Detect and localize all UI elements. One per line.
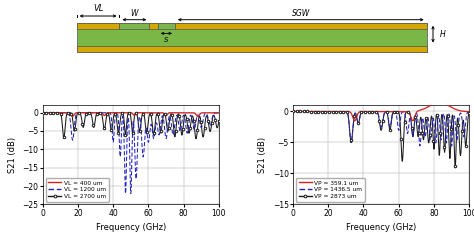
X-axis label: Frequency (GHz): Frequency (GHz) — [346, 223, 416, 232]
Text: S: S — [164, 37, 169, 43]
Y-axis label: S21 (dB): S21 (dB) — [8, 137, 17, 173]
Text: VL: VL — [93, 4, 103, 13]
X-axis label: Frequency (GHz): Frequency (GHz) — [96, 223, 166, 232]
Bar — [175, 23, 427, 29]
Bar — [77, 23, 427, 52]
Text: W: W — [131, 9, 138, 18]
Bar — [149, 23, 158, 29]
Legend: VP = 359.1 um, VP = 1436.5 um, VP = 2873 um: VP = 359.1 um, VP = 1436.5 um, VP = 2873… — [296, 177, 365, 202]
Y-axis label: S21 (dB): S21 (dB) — [258, 137, 267, 173]
Text: H: H — [439, 30, 445, 39]
Bar — [158, 23, 175, 29]
Bar — [77, 46, 427, 52]
Bar — [77, 23, 119, 29]
Text: SGW: SGW — [292, 9, 310, 18]
Bar — [119, 23, 149, 29]
Legend: VL = 400 um, VL = 1200 um, VL = 2700 um: VL = 400 um, VL = 1200 um, VL = 2700 um — [46, 177, 109, 202]
